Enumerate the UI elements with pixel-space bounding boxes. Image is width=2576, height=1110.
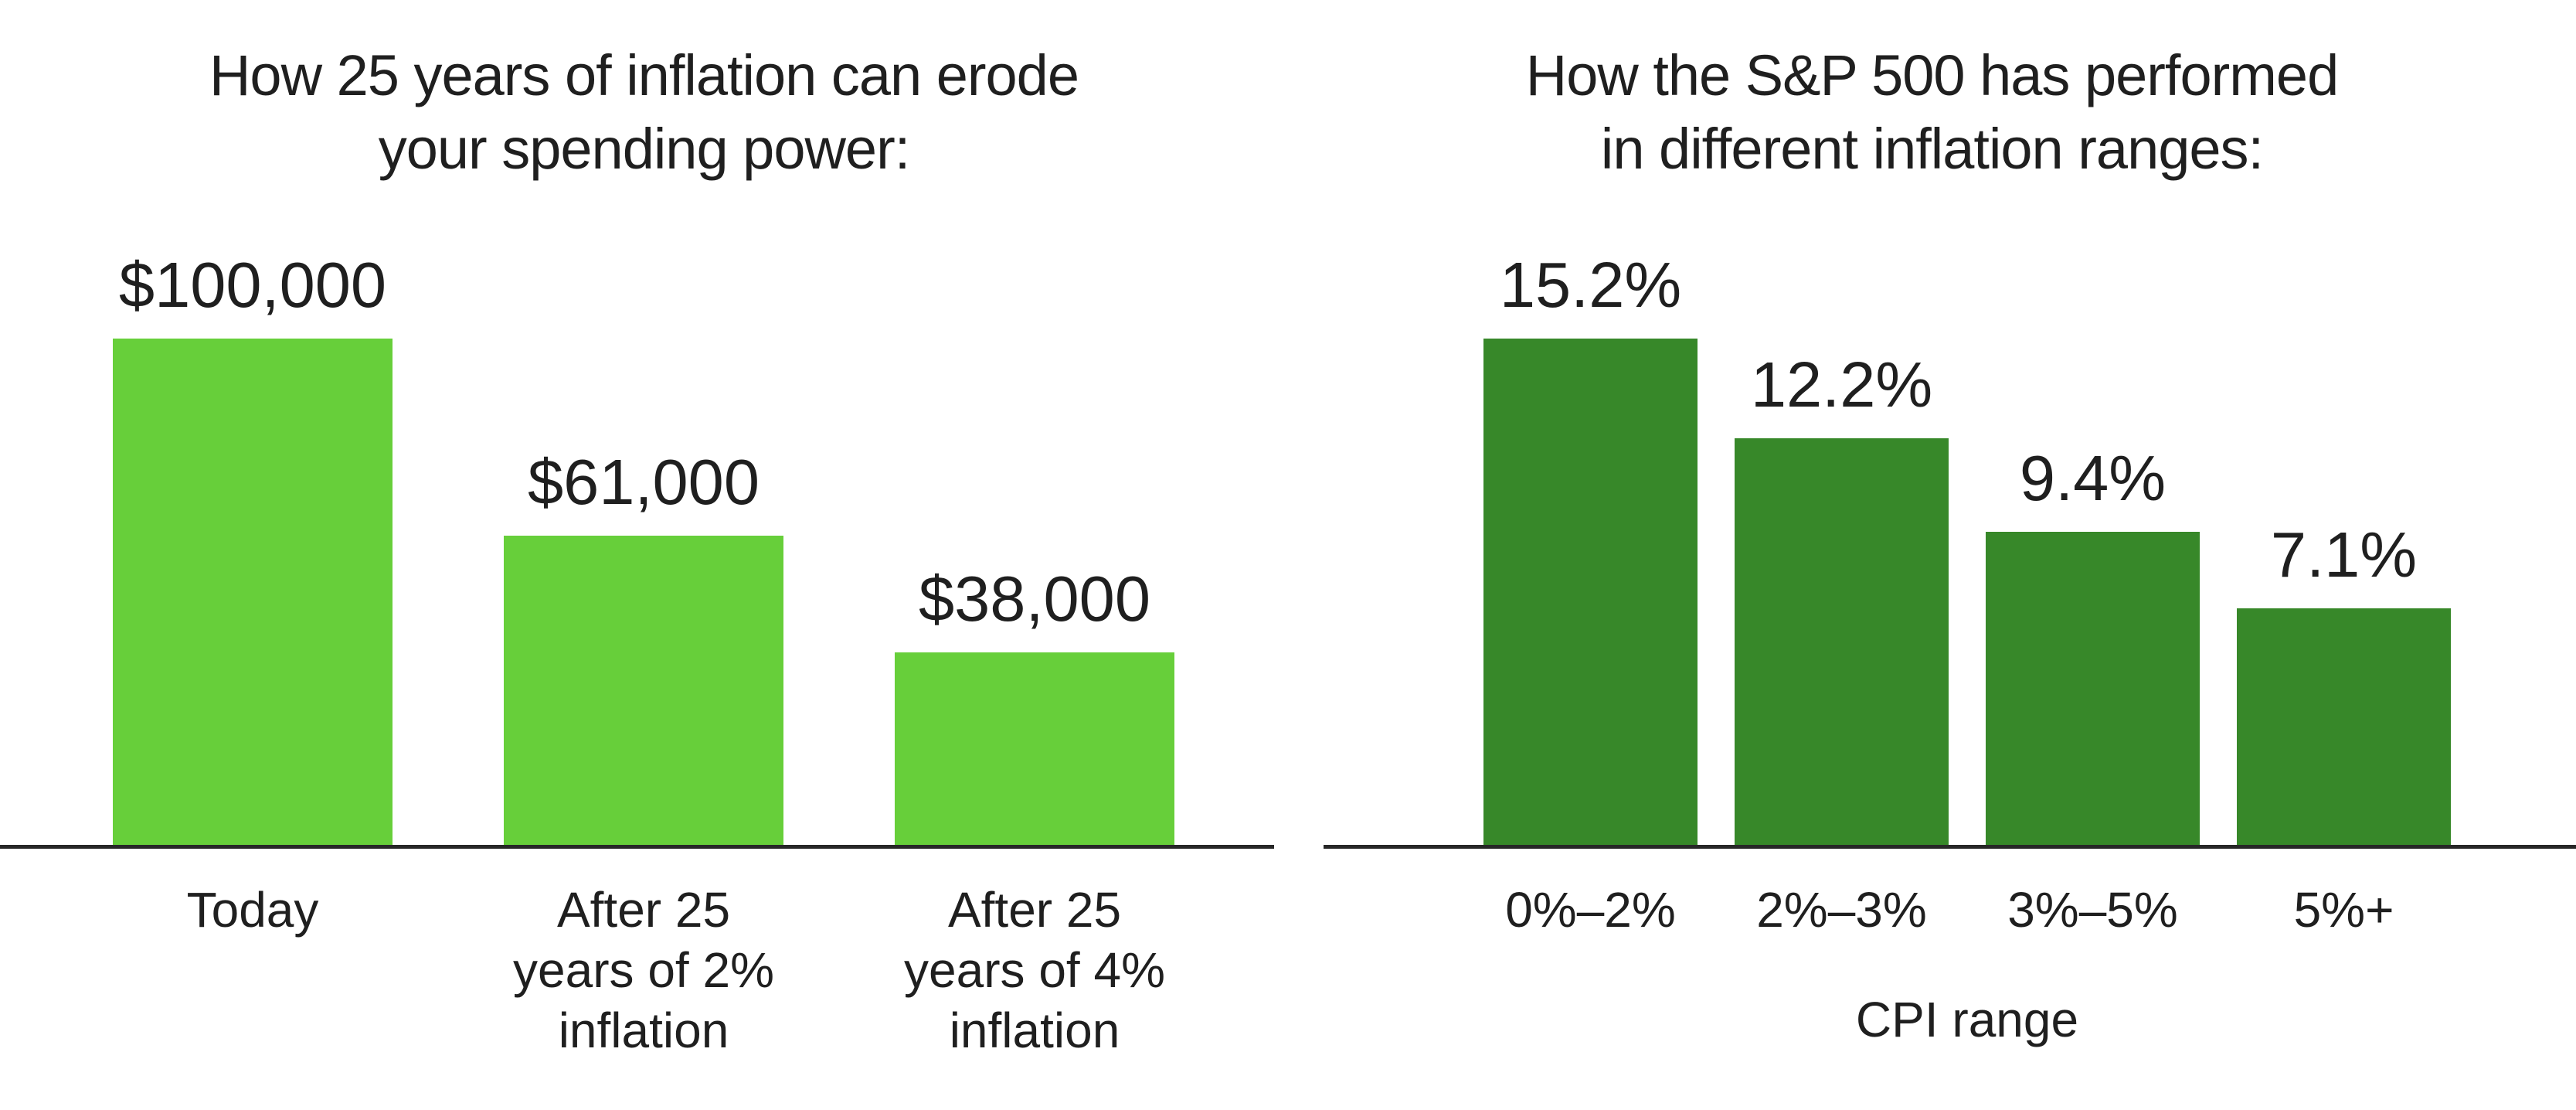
chart-spending-power: How 25 years of inflation can erode your… [0,39,1288,1061]
category-label: 2%–3% [1756,882,1927,938]
bar-value-label: $100,000 [118,249,387,321]
chart-title-line-1: How the S&P 500 has performed [1525,43,2339,107]
chart-sp500-inflation: How the S&P 500 has performed in differe… [1288,0,2576,1110]
category-label: 0%–2% [1505,882,1676,938]
bar-group: $100,000 [113,253,393,845]
bar [2237,608,2451,845]
bar [1735,438,1949,845]
bar [1986,532,2200,845]
bar-value-label: 7.1% [2270,519,2418,591]
bar-group: $61,000 [504,450,783,845]
bar [1483,339,1698,845]
x-axis-labels: Today After 25 years of 2% inflation After… [113,880,1174,1061]
bar-group: 12.2% [1735,352,1949,845]
chart-title-line-2: in different inflation ranges: [1600,117,2264,181]
x-axis-title: CPI range [1855,992,2079,1047]
bars-row: $100,000 $61,000 $38,000 [113,253,1174,845]
bar [504,536,783,845]
bar-group: 7.1% [2237,523,2451,845]
bar [113,339,393,845]
bar-group: $38,000 [895,567,1174,845]
bar-value-label: $38,000 [918,563,1151,635]
x-axis-line [1324,845,2576,849]
bar-value-label: 15.2% [1499,249,1682,321]
category-label: After 25 years of 4% inflation [904,882,1165,1058]
category-label: Today [186,882,319,938]
bar-value-label: 9.4% [2019,442,2166,514]
bar-group: 9.4% [1986,446,2200,845]
x-axis-line [0,845,1274,849]
x-axis-labels: 0%–2% 2%–3% 3%–5% 5%+ [1483,880,2451,940]
bar [895,652,1174,845]
category-label: After 25 years of 2% inflation [513,882,774,1058]
bar-group: 15.2% [1483,253,1698,845]
category-label: 3%–5% [2007,882,2178,938]
bar-value-label: $61,000 [527,446,760,518]
chart-title-sp500: How the S&P 500 has performed in differe… [1288,39,2576,186]
chart-title-spending-power: How 25 years of inflation can erode your… [0,39,1288,186]
chart-title-line-2: your spending power: [378,117,911,181]
category-label: 5%+ [2293,882,2394,938]
bars-row: 15.2% 12.2% 9.4% 7.1% [1483,253,2451,845]
chart-title-line-1: How 25 years of inflation can erode [209,43,1079,107]
bar-value-label: 12.2% [1750,349,1933,421]
